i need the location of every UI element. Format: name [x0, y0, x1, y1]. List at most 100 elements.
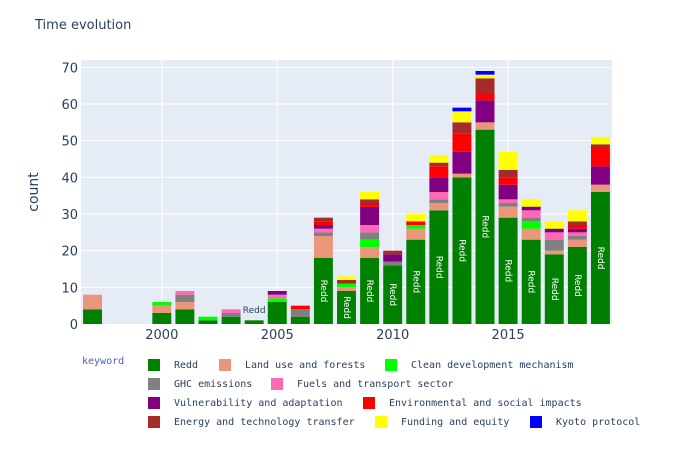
bar-segment [544, 232, 564, 240]
bar-segment [475, 78, 495, 93]
bar-segment [221, 309, 241, 313]
chart-title: Time evolution [35, 18, 132, 33]
legend-label: Vulnerability and adaptation [174, 398, 343, 409]
bar-segment [452, 122, 472, 134]
bar-segment [313, 228, 333, 233]
bar-segment [337, 287, 356, 291]
bar-segment [544, 228, 564, 233]
y-tick-label: 30 [61, 208, 78, 223]
annotation: Redd [243, 306, 266, 316]
bar-data-label: Redd [410, 270, 420, 293]
legend-title: keyword [82, 356, 125, 367]
bar-segment [521, 217, 541, 222]
bar-segment [452, 107, 472, 112]
bar-data-label: Redd [480, 215, 490, 238]
bar-segment [475, 122, 495, 130]
y-tick-label: 20 [61, 245, 78, 260]
legend-swatch [385, 359, 397, 371]
bar-segment [198, 320, 218, 324]
bar-segment [475, 100, 495, 123]
bar-segment [337, 280, 356, 284]
legend-swatch [148, 416, 160, 428]
bar-segment [521, 206, 541, 211]
legend-label: Fuels and transport sector [297, 379, 454, 390]
bar-segment [590, 148, 610, 167]
bar-segment [567, 247, 587, 324]
legend-label: Energy and technology transfer [174, 417, 355, 428]
y-tick-label: 60 [61, 98, 78, 113]
bar-data-label: Redd [503, 259, 513, 282]
bar-segment [337, 276, 356, 280]
bar-segment [521, 210, 541, 218]
bar-data-label: Redd [549, 278, 559, 301]
bar-segment [360, 206, 380, 225]
x-tick-label: 2000 [145, 328, 178, 343]
bar-segment [475, 74, 495, 79]
bar-segment [429, 166, 449, 178]
bar-segment [452, 111, 472, 123]
legend-swatch [148, 378, 160, 390]
bar-data-label: Redd [572, 274, 582, 297]
bar-segment [175, 294, 195, 302]
bar-segment [221, 316, 241, 324]
bar-segment [567, 239, 587, 247]
bar-segment [383, 261, 403, 266]
bar-segment [429, 199, 449, 203]
bar-data-label: Redd [456, 239, 466, 262]
bar-segment [221, 313, 241, 317]
bar-segment [452, 173, 472, 178]
bar-segment [383, 254, 403, 262]
bar-segment [429, 177, 449, 192]
bar-segment [383, 250, 403, 255]
bar-segment [475, 93, 495, 101]
bar-segment [313, 221, 333, 225]
y-tick-label: 40 [61, 171, 78, 186]
bar-segment [498, 203, 518, 207]
bar-segment [498, 177, 518, 185]
bar-segment [429, 192, 449, 200]
bar-segment [498, 199, 518, 203]
bar-segment [452, 151, 472, 174]
legend-swatch [363, 397, 375, 409]
bar-segment [406, 221, 426, 225]
bar-segment [313, 225, 333, 229]
legend-label: Clean development mechanism [411, 360, 574, 371]
bar-segment [267, 302, 287, 324]
y-tick-label: 70 [61, 61, 78, 76]
bar-segment [360, 239, 380, 247]
legend-swatch [271, 378, 283, 390]
bar-segment [290, 309, 310, 317]
bar-segment [267, 298, 287, 302]
bar-segment [590, 192, 610, 324]
bar-segment [337, 291, 356, 324]
bar-segment [406, 239, 426, 324]
bar-segment [267, 294, 287, 299]
x-tick-label: 2010 [376, 328, 409, 343]
bar-data-label: Redd [318, 280, 328, 303]
bar-segment [175, 309, 195, 324]
legend-label: Land use and forests [245, 360, 366, 371]
axes: 0 10 20 30 40 50 60 70 2000 2005 2010 2015 [61, 61, 524, 343]
bar-segment [498, 184, 518, 200]
bar-segment [544, 221, 564, 229]
bar-segment [567, 232, 587, 236]
bar-segment [590, 144, 610, 148]
bar-segment [544, 239, 564, 251]
bar-segment [406, 228, 426, 240]
bar-segment [544, 254, 564, 324]
bar-segment [521, 199, 541, 207]
bar-segment [360, 232, 380, 240]
bar-segment [290, 316, 310, 324]
y-axis-title: count [26, 172, 42, 212]
legend-label: Environmental and social impacts [389, 398, 582, 409]
legend-swatch [219, 359, 231, 371]
bar-segment [452, 133, 472, 152]
bar-data-label: Redd [341, 296, 351, 319]
bar-segment [475, 71, 495, 75]
bar-segment [313, 217, 333, 222]
bar-segment [590, 184, 610, 192]
bar-segment [360, 225, 380, 233]
bar-segment [83, 309, 103, 324]
bar-segment [360, 247, 380, 258]
bar-segment [429, 162, 449, 167]
